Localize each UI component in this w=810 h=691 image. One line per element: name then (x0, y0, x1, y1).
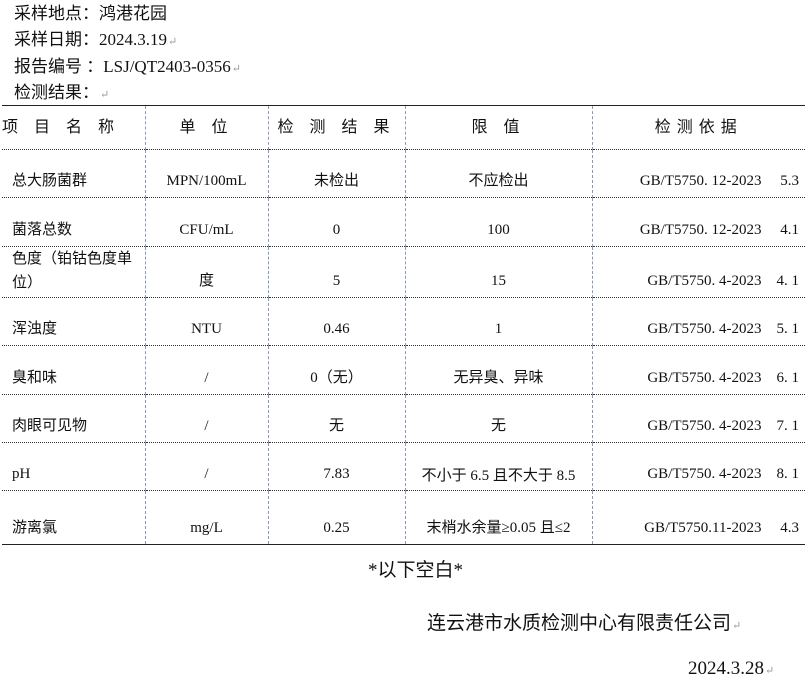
col-unit: 单 位 (144, 105, 269, 150)
cell-method: GB/T5750. 12-2023 5.3 (591, 149, 805, 198)
cell-limit: 无 (404, 394, 593, 443)
sampling-date: 采样日期：2024.3.19 (14, 30, 177, 52)
result-table: 项 目 名 称 单 位 检 测 结 果 限 值 检测依据 总大肠菌群 MPN/10… (2, 105, 805, 545)
cell-method: GB/T5750. 4-2023 5. 1 (591, 297, 805, 346)
cell-result: 无 (267, 394, 406, 443)
cell-unit: 度 (144, 246, 269, 298)
value: 2024.3.19 (99, 30, 177, 49)
col-method: 检测依据 (591, 105, 805, 150)
cell-result: 未检出 (267, 149, 406, 198)
cell-result: 5 (267, 246, 406, 298)
value: LSJ/QT2403-0356 (103, 57, 241, 76)
cell-limit: 1 (404, 297, 593, 346)
cell-item: 臭和味 (2, 345, 146, 395)
label: 采样地点： (14, 4, 99, 23)
blank-note: *以下空白* (368, 560, 464, 581)
cell-limit: 无异臭、异味 (404, 345, 593, 395)
table-row: 色度（铂钴色度单位）度 5 15 GB/T5750. 4-2023 4. 1 (2, 246, 805, 298)
sampling-site: 采样地点：鸿港花园 (14, 4, 167, 24)
cell-limit: 不小于 6.5 且不大于 8.5 (404, 442, 593, 491)
cell-item: 色度（铂钴色度单位） (2, 246, 146, 298)
cell-result: 0.46 (267, 297, 406, 346)
table-row: 肉眼可见物 / 无无 GB/T5750. 4-2023 7. 1 (2, 394, 805, 443)
table-row: 浑浊度 NTU 0.46 1 GB/T5750. 4-2023 5. 1 (2, 297, 805, 346)
value: 鸿港花园 (99, 4, 167, 23)
cell-unit: / (144, 442, 269, 491)
cell-method: GB/T5750. 4-2023 8. 1 (591, 442, 805, 491)
cell-limit: 末梢水余量≥0.05 且≤2 (404, 490, 593, 545)
col-result: 检 测 结 果 (267, 105, 406, 150)
cell-method: GB/T5750. 4-2023 6. 1 (591, 345, 805, 395)
cell-result: 0 (267, 197, 406, 247)
result-heading: 检测结果： (14, 83, 109, 105)
cell-item: 总大肠菌群 (2, 149, 146, 198)
cell-method: GB/T5750. 12-2023 4.1 (591, 197, 805, 247)
cell-unit: mg/L (144, 490, 269, 545)
cell-unit: MPN/100mL (144, 149, 269, 198)
cell-unit: / (144, 345, 269, 395)
table-row: 游离氯 mg/L 0.25 末梢水余量≥0.05 且≤2 GB/T5750.11-202… (2, 490, 805, 545)
cell-method: GB/T5750. 4-2023 7. 1 (591, 394, 805, 443)
cell-unit: / (144, 394, 269, 443)
cell-limit: 不应检出 (404, 149, 593, 198)
label: 采样日期： (14, 30, 99, 49)
cell-item: 肉眼可见物 (2, 394, 146, 443)
report-number: 报告编号 ：LSJ/QT2403-0356 (14, 57, 241, 79)
col-item: 项 目 名 称 (2, 105, 146, 150)
cell-method: GB/T5750.11-2023 4.3 (591, 490, 805, 545)
table-row: 总大肠菌群 MPN/100mL 未检出 不应检出 GB/T5750. 12-2023 5… (2, 149, 805, 198)
cell-item: pH (2, 442, 146, 491)
company-name: 连云港市水质检测中心有限责任公司 (427, 608, 741, 635)
col-limit: 限 值 (404, 105, 593, 150)
issue-date: 2024.3.28 (688, 658, 774, 680)
cell-method: GB/T5750. 4-2023 4. 1 (591, 246, 805, 298)
cell-limit: 100 (404, 197, 593, 247)
cell-item: 游离氯 (2, 490, 146, 545)
table-row: 臭和味/0（无） 无异臭、异味 GB/T5750. 4-2023 6. 1 (2, 345, 805, 395)
table-row: 菌落总数 CFU/mL 0 100 GB/T5750. 12-2023 4.1 (2, 197, 805, 247)
cell-unit: CFU/mL (144, 197, 269, 247)
table-row: pH/7.83 不小于 6.5 且不大于 8.5 GB/T5750. 4-2023 … (2, 442, 805, 491)
cell-unit: NTU (144, 297, 269, 346)
cell-result: 0.25 (267, 490, 406, 545)
cell-limit: 15 (404, 246, 593, 298)
label: 报告编号 ： (14, 57, 104, 76)
cell-item: 浑浊度 (2, 297, 146, 346)
cell-result: 0（无） (267, 345, 406, 395)
cell-result: 7.83 (267, 442, 406, 491)
label: 检测结果： (14, 83, 109, 102)
cell-item: 菌落总数 (2, 197, 146, 247)
table-header: 项 目 名 称 单 位 检 测 结 果 限 值 检测依据 (2, 105, 805, 150)
